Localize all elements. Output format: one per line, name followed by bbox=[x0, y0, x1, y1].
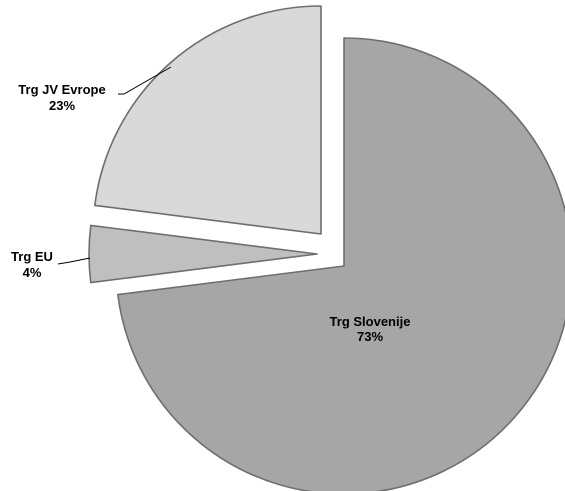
slice-eu bbox=[88, 224, 318, 284]
leader-line-see bbox=[118, 66, 172, 95]
slice-label-see: Trg JV Evrope bbox=[18, 82, 105, 97]
slice-value-slovenia: 73% bbox=[357, 329, 383, 344]
slice-see bbox=[94, 5, 322, 235]
leader-lines bbox=[57, 66, 172, 265]
slice-slovenia bbox=[117, 37, 565, 491]
slice-label-eu: Trg EU bbox=[11, 249, 53, 264]
slice-value-see: 23% bbox=[49, 98, 75, 113]
slice-value-eu: 4% bbox=[23, 265, 42, 280]
pie-slices bbox=[88, 5, 565, 491]
leader-line-eu bbox=[57, 257, 91, 265]
slice-label-slovenia: Trg Slovenije bbox=[330, 314, 411, 329]
